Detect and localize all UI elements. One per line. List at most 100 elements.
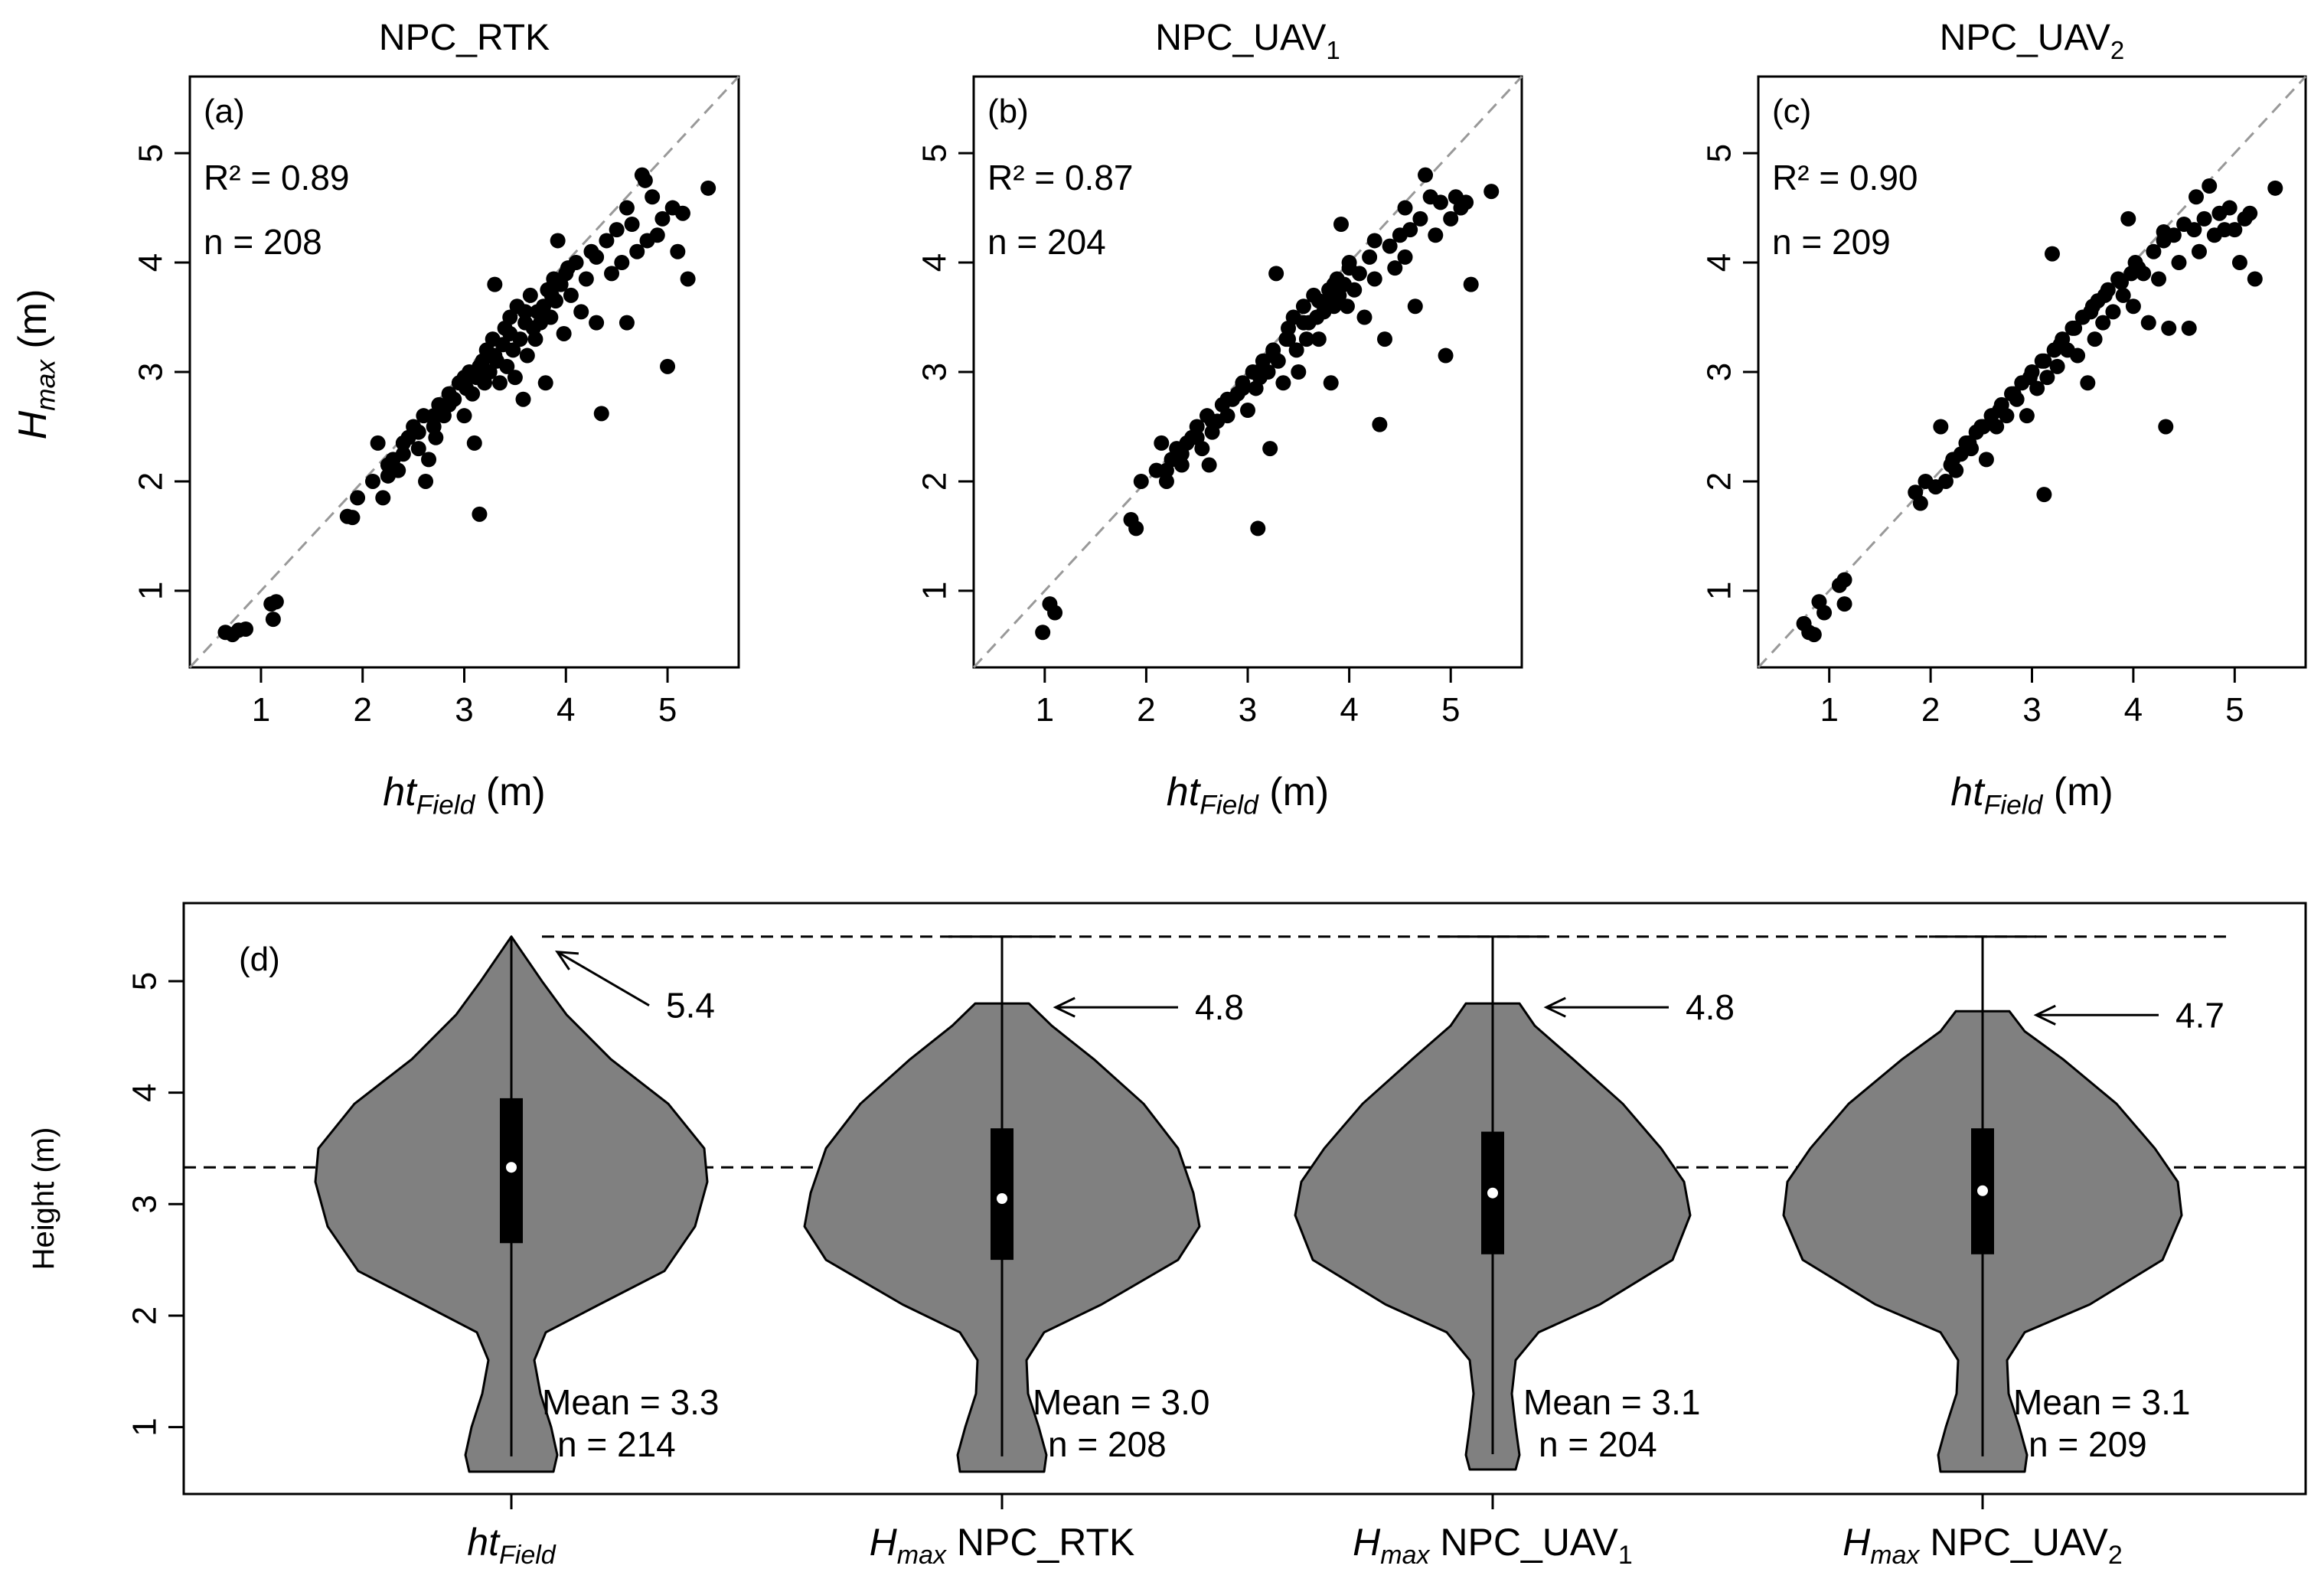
data-point bbox=[1047, 605, 1063, 621]
data-point bbox=[573, 304, 589, 320]
data-point bbox=[2161, 320, 2177, 336]
x-axis-label-main: ht bbox=[1167, 770, 1202, 814]
panel-title: NPC_UAV2 bbox=[1940, 18, 2125, 64]
max-arrow bbox=[557, 951, 650, 1006]
data-point bbox=[487, 347, 503, 364]
data-point bbox=[1201, 457, 1217, 473]
y-axis-label: Height (m) bbox=[27, 1127, 60, 1270]
group-label: htField bbox=[467, 1521, 556, 1570]
data-point bbox=[1250, 520, 1266, 537]
data-point bbox=[2036, 487, 2052, 503]
r2-annotation: R² = 0.90 bbox=[1772, 158, 1918, 197]
data-point bbox=[614, 255, 630, 271]
data-point bbox=[426, 408, 442, 424]
x-axis-label-text: htField (m) bbox=[1167, 770, 1329, 820]
data-point bbox=[1428, 227, 1444, 243]
group-label-text: Hmax NPC_UAV2 bbox=[1843, 1521, 2123, 1570]
x-axis-label-sub: Field bbox=[416, 790, 476, 820]
max-arrow-head bbox=[1543, 996, 1566, 1018]
y-tick-label: 2 bbox=[132, 472, 170, 491]
data-point bbox=[2247, 271, 2263, 287]
data-point bbox=[2080, 375, 2096, 391]
data-point bbox=[1836, 572, 1852, 588]
data-point bbox=[2171, 255, 2187, 271]
data-point bbox=[1836, 596, 1852, 612]
data-point bbox=[2044, 246, 2060, 262]
data-point bbox=[2113, 274, 2130, 290]
data-point bbox=[410, 441, 426, 457]
data-point bbox=[472, 358, 488, 374]
data-point bbox=[589, 315, 605, 331]
data-point bbox=[238, 621, 254, 637]
x-tick-label: 4 bbox=[557, 691, 575, 729]
x-axis-label-tail: (m) bbox=[1258, 770, 1329, 814]
max-arrow-head bbox=[2033, 1004, 2056, 1026]
panel-title-main: NPC_UAV bbox=[1155, 18, 1326, 58]
panel-label: (c) bbox=[1772, 93, 1811, 130]
y-tick-label: 2 bbox=[126, 1306, 164, 1325]
data-point bbox=[487, 276, 503, 292]
data-point bbox=[560, 260, 576, 276]
y-tick-label: 5 bbox=[132, 144, 170, 162]
data-point bbox=[700, 180, 716, 196]
data-point bbox=[2221, 200, 2238, 216]
data-point bbox=[441, 396, 457, 413]
plot-frame bbox=[182, 902, 2307, 1496]
mean-annotation: Mean = 3.1 bbox=[2013, 1382, 2190, 1422]
data-point bbox=[1154, 435, 1170, 451]
data-point bbox=[1377, 331, 1392, 347]
data-point bbox=[1288, 342, 1304, 358]
data-point bbox=[499, 358, 515, 374]
y-tick-label: 3 bbox=[126, 1195, 164, 1213]
data-point bbox=[350, 490, 366, 506]
data-point bbox=[1265, 347, 1281, 364]
max-arrow-head bbox=[555, 950, 579, 970]
y-tick-label: 1 bbox=[916, 582, 954, 600]
x-tick-label: 2 bbox=[353, 691, 371, 729]
data-point bbox=[1333, 217, 1349, 232]
y-axis-label-tail: (m) bbox=[11, 289, 55, 360]
x-tick-label: 4 bbox=[1340, 691, 1358, 729]
x-tick-label: 5 bbox=[2225, 691, 2244, 729]
data-point bbox=[645, 189, 661, 205]
data-point bbox=[1372, 416, 1388, 432]
data-point bbox=[1346, 282, 1363, 298]
group-label-sub: max bbox=[1380, 1541, 1430, 1570]
data-point bbox=[1975, 419, 1991, 435]
y-tick-label: 4 bbox=[126, 1083, 164, 1101]
y-axis-label-main: H bbox=[11, 410, 55, 439]
data-point bbox=[2181, 320, 2197, 336]
n-annotation: n = 209 bbox=[2029, 1424, 2147, 1464]
data-point bbox=[522, 287, 538, 303]
max-value-label: 5.4 bbox=[666, 986, 715, 1026]
data-point bbox=[517, 304, 534, 320]
data-point bbox=[1366, 233, 1382, 249]
panel-title: NPC_RTK bbox=[379, 18, 550, 58]
data-point bbox=[604, 266, 620, 282]
x-tick-label: 2 bbox=[1921, 691, 1940, 729]
data-point bbox=[1235, 380, 1251, 396]
data-point bbox=[619, 315, 635, 331]
mean-annotation: Mean = 3.0 bbox=[1033, 1382, 1209, 1422]
data-point bbox=[2227, 222, 2243, 238]
data-point bbox=[563, 287, 579, 303]
data-point bbox=[2125, 298, 2141, 315]
y-axis-label: Hmax (m) bbox=[11, 289, 60, 440]
data-point bbox=[502, 309, 518, 325]
data-point bbox=[624, 217, 640, 232]
data-point bbox=[395, 435, 411, 451]
data-point bbox=[2120, 210, 2136, 227]
data-point bbox=[2191, 243, 2207, 259]
x-axis-label: htField (m) bbox=[1167, 770, 1329, 820]
data-point bbox=[1989, 419, 2005, 435]
data-point bbox=[1397, 200, 1413, 216]
group-label-sub: max bbox=[897, 1541, 947, 1570]
max-value-label: 4.7 bbox=[2175, 995, 2224, 1035]
data-point bbox=[491, 375, 508, 391]
data-point bbox=[2105, 304, 2121, 320]
group-label-text: Hmax NPC_UAV1 bbox=[1353, 1521, 1633, 1570]
data-point bbox=[637, 172, 653, 188]
n-annotation: n = 208 bbox=[1048, 1424, 1167, 1464]
